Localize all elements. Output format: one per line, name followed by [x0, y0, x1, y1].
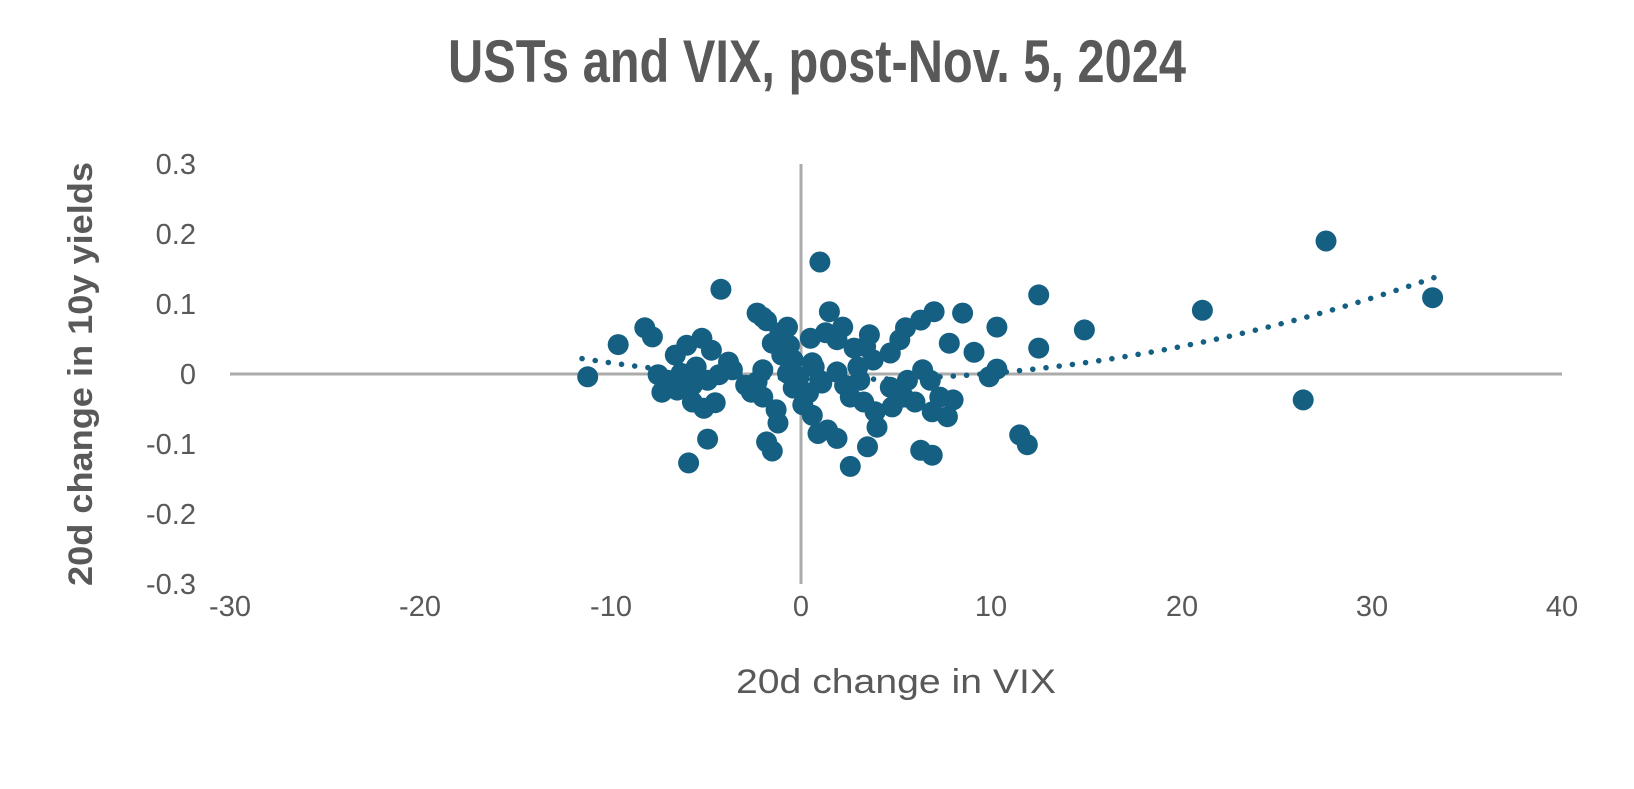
data-point	[641, 326, 663, 348]
x-tick-label: 30	[1356, 591, 1388, 623]
data-point	[832, 316, 854, 338]
data-point	[896, 369, 918, 391]
y-tick-label: 0	[180, 359, 196, 391]
y-tick-label: 0.3	[156, 149, 196, 181]
x-tick-label: -10	[590, 591, 632, 623]
data-point	[678, 452, 700, 474]
data-point	[788, 366, 810, 388]
data-point	[857, 436, 878, 458]
data-point	[1315, 230, 1337, 252]
x-tick-label: 10	[975, 591, 1007, 623]
data-point	[700, 339, 722, 361]
data-point	[986, 358, 1008, 380]
data-point	[818, 301, 840, 323]
data-point	[826, 427, 848, 449]
scatter-points	[577, 230, 1444, 477]
data-point	[952, 302, 974, 324]
data-point	[704, 392, 726, 414]
x-tick-label: 0	[793, 591, 809, 623]
data-point	[839, 455, 861, 477]
trendline	[579, 273, 1442, 383]
data-point	[607, 334, 629, 356]
data-point	[577, 366, 599, 388]
data-point	[936, 406, 958, 428]
data-point	[866, 416, 888, 438]
data-point	[864, 401, 886, 423]
data-point	[904, 391, 926, 413]
data-point	[1191, 299, 1213, 321]
y-tick-label: -0.1	[146, 429, 196, 461]
data-point	[1292, 389, 1314, 411]
data-point	[862, 349, 884, 371]
data-point	[801, 404, 823, 426]
data-point	[921, 444, 943, 466]
y-axis-tick-labels: 0.3 0.2 0.1 0 -0.1 -0.2 -0.3	[146, 149, 196, 601]
y-tick-label: -0.2	[146, 499, 196, 531]
y-tick-label: 0.2	[156, 219, 196, 251]
data-point	[767, 412, 789, 434]
data-point	[1073, 319, 1095, 341]
x-axis-title: 20d change in VIX	[736, 663, 1056, 701]
data-point	[1028, 337, 1050, 359]
data-point	[809, 251, 831, 273]
data-point	[710, 278, 732, 300]
data-point	[752, 386, 774, 408]
x-tick-label: 40	[1546, 591, 1578, 623]
data-point	[697, 428, 719, 450]
x-tick-label: -20	[399, 591, 441, 623]
data-point	[777, 316, 798, 338]
y-tick-label: -0.3	[146, 569, 196, 601]
x-axis-tick-labels: -30 -20 -10 0 10 20 30 40	[209, 591, 1578, 623]
x-tick-label: 20	[1166, 591, 1198, 623]
data-point	[811, 372, 833, 394]
data-point	[938, 332, 960, 354]
y-axis-title: 20d change in 10y yields	[62, 162, 100, 586]
data-point	[858, 324, 880, 346]
data-point	[1028, 284, 1050, 306]
data-point	[1016, 434, 1038, 456]
data-point	[986, 316, 1008, 338]
data-point	[919, 369, 941, 391]
y-tick-label: 0.1	[156, 289, 196, 321]
data-point	[963, 341, 985, 363]
chart-title: USTs and VIX, post-Nov. 5, 2024	[448, 28, 1187, 95]
data-point	[761, 440, 783, 462]
data-point	[1422, 287, 1444, 309]
data-point	[923, 301, 945, 323]
x-tick-label: -30	[209, 591, 251, 623]
data-point	[942, 389, 964, 411]
data-point	[782, 349, 804, 371]
